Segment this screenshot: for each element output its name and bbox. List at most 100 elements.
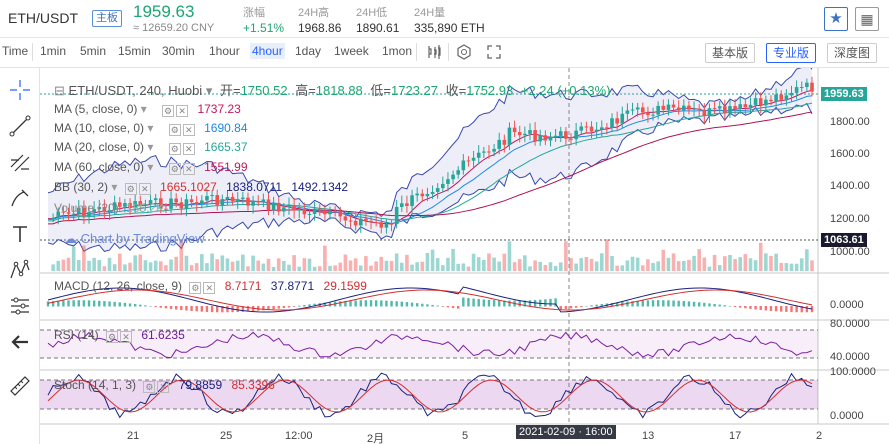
- macd-histogram-bar: [764, 306, 768, 311]
- volume-bar: [553, 266, 558, 271]
- tf-time[interactable]: Time: [2, 44, 29, 58]
- settings-icon[interactable]: ⚙: [162, 105, 175, 117]
- candle-body: [523, 133, 527, 136]
- ruler-icon[interactable]: [8, 374, 32, 398]
- macd-histogram-bar: [354, 300, 357, 307]
- macd-signal-line: [47, 289, 813, 311]
- bb-legend[interactable]: BB (30, 2) ▾ ⚙ ✕ 1665.1027 1838.0711 1492…: [54, 180, 349, 195]
- fullscreen-icon[interactable]: [486, 44, 502, 63]
- settings-icon[interactable]: ⚙: [168, 124, 181, 136]
- close-icon[interactable]: ✕: [203, 282, 216, 294]
- ma10-legend[interactable]: MA (10, close, 0) ▾ ⚙ ✕ 1690.84: [54, 121, 248, 136]
- macd-histogram-bar: [400, 301, 403, 307]
- settings-icon[interactable]: ⚙: [168, 163, 181, 175]
- volume-bar: [430, 249, 435, 271]
- trend-line-icon[interactable]: [8, 114, 32, 138]
- candle-body: [174, 198, 178, 203]
- volume-bar: [564, 241, 568, 271]
- volume-bar: [97, 259, 102, 271]
- volume-bar: [723, 256, 727, 271]
- chart-canvas[interactable]: [40, 68, 889, 444]
- candle-chart-icon[interactable]: [426, 44, 442, 63]
- volume-bar: [394, 253, 399, 271]
- candle-body: [220, 199, 225, 206]
- stat-value-high: 1968.86: [298, 21, 342, 35]
- settings-icon[interactable]: ⚙: [106, 331, 119, 343]
- settings-icon[interactable]: ⚙: [143, 381, 156, 393]
- close-icon[interactable]: ✕: [182, 143, 195, 155]
- candle-body: [261, 199, 266, 202]
- volume-bar: [369, 265, 373, 271]
- crosshair-icon[interactable]: [8, 78, 32, 102]
- price-chart[interactable]: ⊟ ETH/USDT, 240, Huobi ▾ 开=1750.52 高=181…: [40, 68, 889, 444]
- price-axis-label: 1200.00: [830, 213, 870, 225]
- stat-value-volume: 335,890 ETH: [414, 21, 485, 35]
- tf-1week[interactable]: 1week: [334, 44, 369, 58]
- macd-legend[interactable]: MACD (12, 26, close, 9) ⚙ ✕ 8.7171 37.877…: [54, 279, 367, 294]
- rsi-axis-label: 80.0000: [830, 318, 870, 330]
- ohlc-low: 1723.27: [391, 83, 439, 98]
- fib-icon[interactable]: [8, 150, 32, 174]
- volume-legend[interactable]: Volume (20) 185.2K: [54, 201, 164, 215]
- settings-icon[interactable]: ⚙: [124, 183, 137, 195]
- star-icon[interactable]: ★: [824, 7, 848, 31]
- volume-bar: [748, 258, 753, 271]
- tradingview-watermark[interactable]: ☁ Chart by TradingView: [64, 231, 205, 247]
- settings-icon[interactable]: [456, 44, 472, 63]
- close-icon[interactable]: ✕: [182, 124, 195, 136]
- view-depth-button[interactable]: 深度图: [827, 43, 878, 63]
- ma5-legend[interactable]: MA (5, close, 0) ▾ ⚙ ✕ 1737.23: [54, 102, 241, 117]
- macd-histogram-bar: [108, 301, 111, 307]
- text-icon[interactable]: [8, 222, 32, 246]
- candle-body: [256, 201, 261, 203]
- tf-4hour[interactable]: 4hour: [250, 43, 285, 59]
- pair-name[interactable]: ETH/USDT: [8, 10, 78, 26]
- candle-body: [630, 109, 635, 111]
- candle-body: [743, 104, 748, 108]
- tf-1day[interactable]: 1day: [295, 44, 322, 58]
- volume-bar: [605, 239, 609, 271]
- candle-body: [733, 106, 737, 109]
- volume-bar: [374, 261, 378, 271]
- volume-bar: [123, 264, 127, 271]
- grid-icon[interactable]: ▦: [855, 7, 879, 31]
- close-icon[interactable]: ✕: [138, 183, 151, 195]
- candle-body: [297, 209, 302, 211]
- tf-1mon[interactable]: 1mon: [382, 44, 413, 58]
- macd-histogram-bar: [498, 300, 501, 307]
- candle-body: [420, 193, 425, 197]
- brush-icon[interactable]: [8, 186, 32, 210]
- volume-bar: [138, 254, 143, 271]
- candle-body: [374, 222, 378, 224]
- tf-5min[interactable]: 5min: [80, 44, 107, 58]
- view-basic-button[interactable]: 基本版: [705, 43, 756, 63]
- volume-bar: [615, 265, 619, 271]
- tf-1min[interactable]: 1min: [40, 44, 67, 58]
- close-icon[interactable]: ✕: [176, 105, 189, 117]
- close-icon[interactable]: ✕: [120, 331, 133, 343]
- close-icon[interactable]: ✕: [182, 163, 195, 175]
- tf-15min[interactable]: 15min: [118, 44, 151, 58]
- measure-icon[interactable]: [8, 294, 32, 318]
- macd-histogram-bar: [267, 306, 270, 310]
- settings-icon[interactable]: ⚙: [189, 282, 202, 294]
- settings-icon[interactable]: ⚙: [168, 143, 181, 155]
- collapse-icon[interactable]: ⊟: [54, 83, 65, 98]
- chevron-down-icon[interactable]: ▾: [205, 83, 213, 98]
- stoch-d-value: 85.3396: [231, 378, 275, 392]
- tf-30min[interactable]: 30min: [162, 44, 195, 58]
- tf-1hour[interactable]: 1hour: [209, 44, 240, 58]
- ma20-legend[interactable]: MA (20, close, 0) ▾ ⚙ ✕ 1665.37: [54, 140, 248, 155]
- close-icon[interactable]: ✕: [157, 381, 170, 393]
- macd-histogram-bar: [246, 306, 250, 312]
- ma60-legend[interactable]: MA (60, close, 0) ▾ ⚙ ✕ 1551.99: [54, 160, 248, 175]
- macd-label: MACD (12, 26, close, 9): [54, 279, 183, 293]
- macd-histogram-bar: [46, 301, 50, 307]
- macd-histogram-bar: [57, 300, 60, 307]
- rsi-legend[interactable]: RSI (14) ⚙ ✕ 61.6235: [54, 328, 185, 343]
- stoch-legend[interactable]: Stoch (14, 1, 3) ⚙ ✕ 79.8859 85.3396: [54, 378, 275, 393]
- pattern-icon[interactable]: [8, 258, 32, 282]
- back-arrow-icon[interactable]: [8, 330, 32, 354]
- price-axis-label: 1800.00: [830, 116, 870, 128]
- view-pro-button[interactable]: 专业版: [766, 43, 817, 63]
